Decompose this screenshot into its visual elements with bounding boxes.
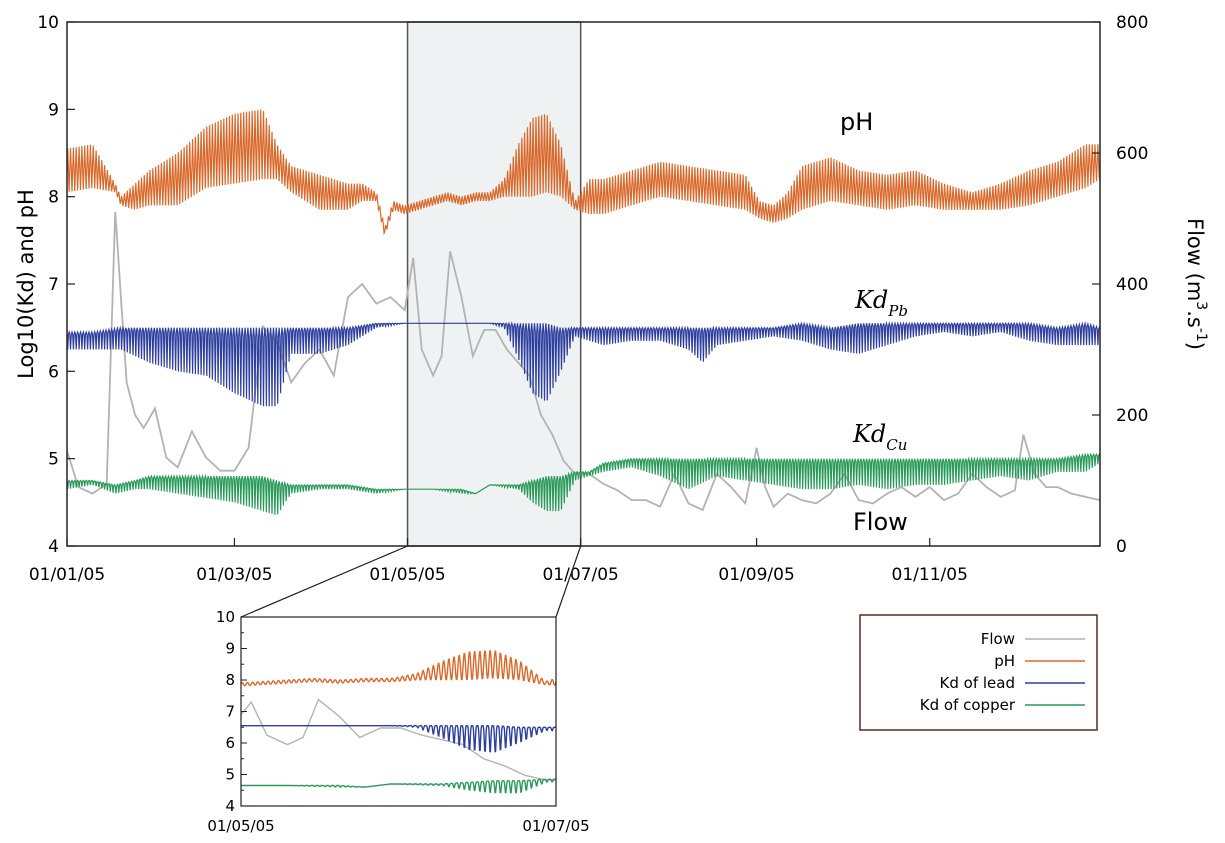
right-axis-ticks: 0 200 400 600 800: [1092, 13, 1148, 557]
inset-series-line-kd_pb: [241, 725, 557, 753]
inset-x-axis-ticks: 01/05/05 01/07/05: [207, 817, 589, 835]
legend-label: Kd of copper: [920, 696, 1016, 714]
left-tick-label: 7: [48, 275, 59, 295]
series-line-kd_pb: [66, 320, 1101, 407]
inset-x-tick-label: 01/05/05: [207, 817, 274, 835]
inset-tick-label: 7: [225, 703, 235, 721]
inset-series-line-kd_cu: [241, 778, 557, 794]
x-tick-label: 01/07/05: [542, 565, 618, 585]
inset-series-group: [240, 650, 557, 794]
annotation-kd-cu: KdCu: [852, 420, 907, 454]
x-tick-label: 01/03/05: [196, 565, 272, 585]
legend-label: Kd of lead: [940, 674, 1015, 692]
x-tick-label: 01/09/05: [718, 565, 794, 585]
right-tick-label: 800: [1116, 13, 1148, 33]
right-tick-label: 400: [1116, 275, 1148, 295]
right-axis-label-end: ): [1183, 342, 1207, 350]
right-axis-label-sup2: -1: [1193, 328, 1209, 342]
right-tick-label: 600: [1116, 144, 1148, 164]
left-tick-label: 10: [37, 13, 59, 33]
annotation-kd-pb: KdPb: [854, 286, 908, 320]
annotation-kd-cu-base: Kd: [852, 420, 886, 448]
inset-tick-label: 10: [216, 608, 235, 626]
x-tick-label: 01/05/05: [369, 565, 445, 585]
left-tick-label: 6: [48, 362, 59, 382]
legend-label: Flow: [981, 630, 1015, 648]
legend-label: pH: [994, 652, 1015, 670]
inset-x-tick-label: 01/07/05: [522, 817, 589, 835]
annotation-kd-pb-base: Kd: [854, 286, 888, 314]
right-tick-label: 0: [1116, 537, 1127, 557]
zoom-connector-right: [555, 545, 582, 618]
inset-series-line-ph: [240, 650, 557, 687]
left-tick-label: 4: [48, 537, 59, 557]
right-axis-label: Flow (m3.s-1): [1183, 218, 1209, 350]
main-series-group: [66, 109, 1101, 515]
left-tick-label: 5: [48, 450, 59, 470]
series-line-kd_cu: [66, 452, 1101, 515]
right-axis-label-sup1: 3: [1193, 301, 1209, 310]
right-axis-label-base: Flow (m: [1183, 218, 1207, 301]
annotation-kd-cu-sub: Cu: [886, 436, 907, 454]
inset-tick-label: 4: [225, 797, 235, 815]
right-axis-label-mid: .s: [1183, 310, 1207, 328]
inset-tick-label: 5: [225, 766, 235, 784]
highlight-window: [406, 21, 582, 547]
annotation-flow: Flow: [853, 508, 908, 536]
left-axis-label: Log10(Kd) and pH: [14, 189, 38, 379]
right-tick-label: 200: [1116, 406, 1148, 426]
left-axis-ticks: 4 5 6 7 8 9 10: [37, 13, 75, 557]
left-tick-label: 8: [48, 188, 59, 208]
zoom-connector-left: [240, 545, 408, 618]
inset-tick-label: 6: [225, 734, 235, 752]
inset-tick-label: 9: [225, 640, 235, 658]
legend: Flow pH Kd of lead Kd of copper: [859, 614, 1098, 731]
annotation-kd-pb-sub: Pb: [887, 302, 908, 320]
inset-series-line-flow: [240, 698, 556, 781]
x-tick-label: 01/11/05: [892, 565, 968, 585]
legend-box: [859, 614, 1098, 731]
series-line-ph: [66, 109, 1101, 236]
inset-tick-label: 8: [225, 671, 235, 689]
x-tick-label: 01/01/05: [29, 565, 105, 585]
inset-y-axis-ticks: 4 5 6 7 8 9 10: [216, 608, 247, 815]
left-tick-label: 9: [48, 100, 59, 120]
annotation-ph: pH: [840, 108, 873, 136]
x-axis-ticks: 01/01/05 01/03/05 01/05/05 01/07/05 01/09/05…: [29, 538, 968, 585]
inset-background: [241, 617, 556, 806]
